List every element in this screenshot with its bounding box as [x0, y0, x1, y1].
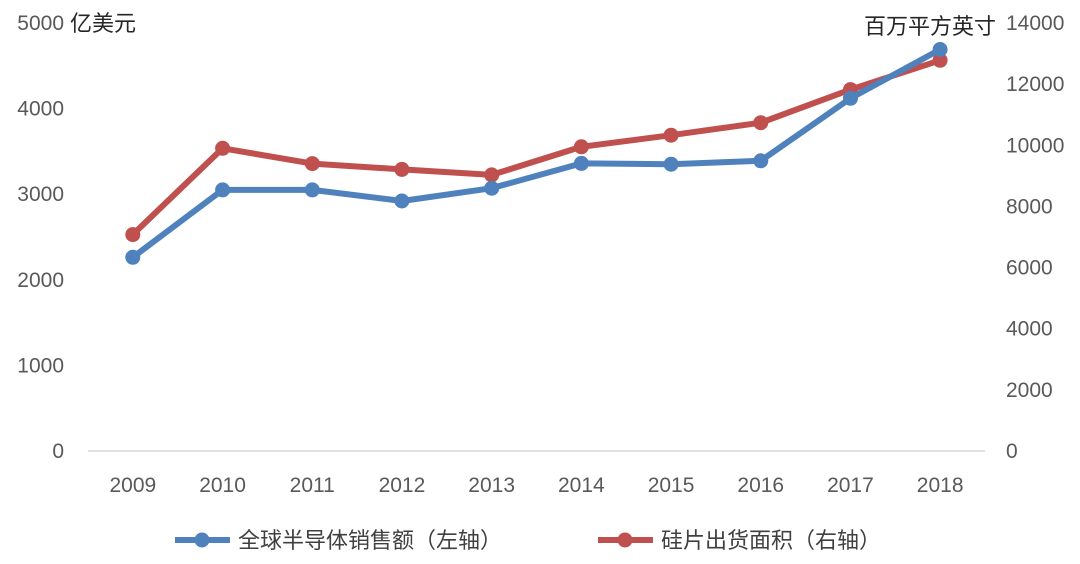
x-axis-tick-label: 2014 — [558, 474, 605, 497]
data-point — [753, 153, 769, 169]
data-point — [125, 227, 141, 243]
right-axis-tick-label: 2000 — [1006, 379, 1053, 402]
data-point — [215, 182, 231, 198]
left-axis-tick-label: 0 — [52, 440, 64, 463]
data-point — [394, 161, 410, 177]
series-line — [129, 57, 944, 238]
x-axis-tick-label: 2010 — [199, 474, 246, 497]
left-axis-tick-label: 5000 — [17, 12, 64, 35]
left-axis-unit-label: 亿美元 — [70, 12, 136, 37]
legend-item-wafer-shipments: 硅片出货面积（右轴） — [598, 529, 881, 554]
data-point — [215, 140, 231, 156]
right-axis-tick-label: 12000 — [1006, 73, 1064, 96]
data-point — [573, 155, 589, 171]
left-axis-tick-label: 1000 — [17, 354, 64, 377]
data-point — [663, 127, 679, 143]
data-point — [484, 167, 500, 183]
left-axis-tick-label: 2000 — [17, 269, 64, 292]
data-point — [753, 115, 769, 131]
x-axis-tick-label: 2009 — [109, 474, 156, 497]
x-axis-tick-label: 2017 — [827, 474, 874, 497]
data-point — [573, 139, 589, 155]
x-axis-tick-label: 2016 — [737, 474, 784, 497]
legend-label-wafer-shipments: 硅片出货面积（右轴） — [661, 529, 881, 554]
data-point — [932, 52, 948, 68]
x-axis-tick-label: 2018 — [917, 474, 964, 497]
x-axis-tick-label: 2013 — [468, 474, 515, 497]
legend-swatch-marker-wafer-shipments — [617, 532, 633, 548]
left-axis-tick-label: 4000 — [17, 98, 64, 121]
x-axis-tick-label: 2011 — [290, 474, 335, 497]
x-axis-ticks: 2009 2010 2011 2012 2013 2014 2015 2016 2017 2018 — [109, 474, 963, 497]
right-axis-ticks: 0 2000 4000 6000 8000 10000 12000 14000 — [1006, 12, 1064, 463]
data-point — [125, 249, 141, 265]
right-axis-tick-label: 4000 — [1006, 318, 1053, 341]
data-point — [394, 193, 410, 209]
x-axis-tick-label: 2012 — [379, 474, 426, 497]
right-axis-unit-label: 百万平方英寸 — [864, 15, 996, 40]
series-wafer-shipments — [125, 52, 948, 243]
left-axis-tick-label: 3000 — [17, 183, 64, 206]
data-point — [484, 180, 500, 196]
legend: 全球半导体销售额（左轴） 硅片出货面积（右轴） — [175, 529, 881, 554]
legend-swatch-marker-semiconductor-sales — [194, 532, 210, 548]
data-point — [304, 156, 320, 172]
series-semiconductor-sales — [125, 42, 948, 265]
legend-label-semiconductor-sales: 全球半导体销售额（左轴） — [238, 529, 502, 554]
x-axis-tick-label: 2015 — [648, 474, 695, 497]
right-axis-tick-label: 6000 — [1006, 257, 1053, 280]
left-axis-ticks: 0 1000 2000 3000 4000 5000 — [17, 12, 64, 463]
right-axis-tick-label: 0 — [1006, 440, 1018, 463]
data-point — [932, 42, 948, 57]
data-point — [843, 90, 858, 106]
right-axis-tick-label: 10000 — [1006, 134, 1064, 157]
data-point — [304, 182, 320, 198]
series-layer — [125, 42, 948, 265]
right-axis-tick-label: 8000 — [1006, 195, 1053, 218]
series-line — [129, 46, 944, 261]
legend-item-semiconductor-sales: 全球半导体销售额（左轴） — [175, 529, 502, 554]
data-point — [663, 156, 679, 172]
right-axis-tick-label: 14000 — [1006, 12, 1064, 35]
